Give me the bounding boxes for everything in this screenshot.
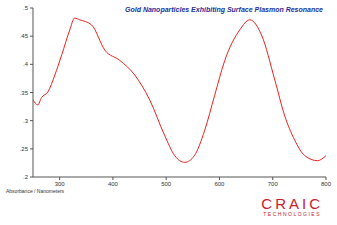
svg-text:300: 300: [55, 181, 66, 187]
html-text:TECHNOLOGIES: TECHNOLOGIES: [263, 211, 321, 217]
html-text:Gold Nanoparticles Exhibiting: Gold Nanoparticles Exhibiting Surface Pl…: [125, 6, 323, 13]
svg-text:.4: .4: [23, 61, 29, 67]
html-text:Absorbance / Nanometers: Absorbance / Nanometers: [6, 188, 65, 194]
svg-text:.45: .45: [20, 33, 29, 39]
svg-text:600: 600: [214, 181, 225, 187]
svg-text:500: 500: [161, 181, 172, 187]
html-text:CRAIC: CRAIC: [261, 195, 323, 212]
svg-text:.3: .3: [23, 118, 29, 124]
svg-text:700: 700: [268, 181, 279, 187]
svg-text:.35: .35: [20, 90, 29, 96]
svg-text:400: 400: [108, 181, 119, 187]
svg-text:.5: .5: [23, 5, 29, 11]
svg-text:800: 800: [321, 181, 329, 187]
svg-text:.2: .2: [23, 174, 29, 180]
svg-text:.25: .25: [20, 146, 29, 152]
